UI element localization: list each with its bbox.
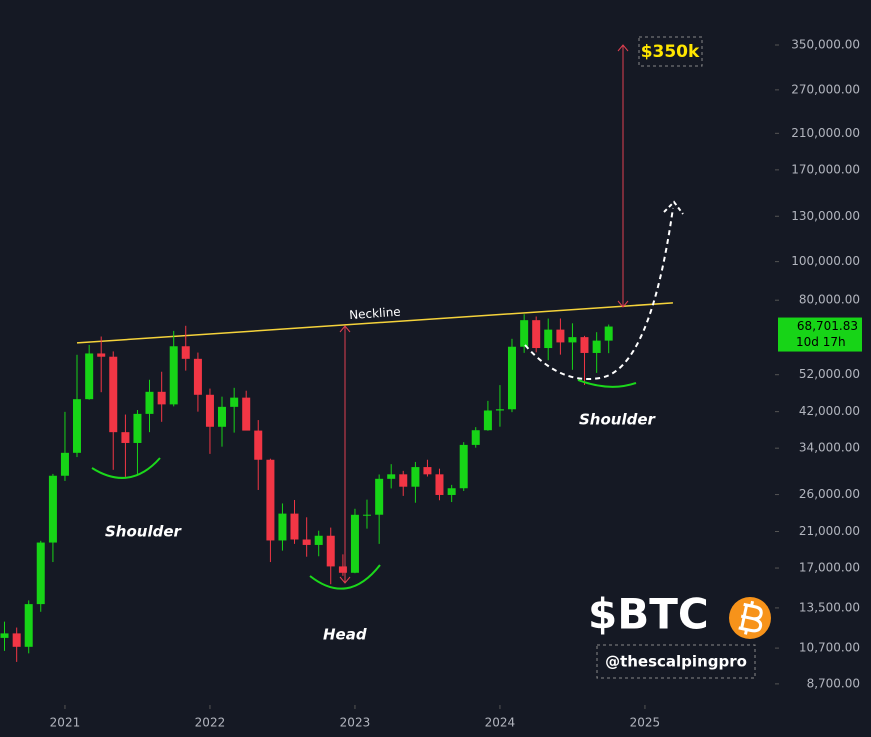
shoulder-curve [91, 457, 161, 479]
y-tick-label: 52,000.00 [799, 367, 860, 381]
candle-body [60, 452, 69, 476]
candle-body [121, 432, 130, 443]
candle-body [532, 320, 541, 349]
candle-body [556, 329, 565, 343]
annotation: Head [323, 626, 367, 644]
candle-body [399, 474, 408, 487]
y-tick-label: 8,700.00 [807, 676, 860, 690]
target-arrowheads [617, 44, 629, 308]
x-tick-label: 2023 [340, 716, 371, 730]
candle-body [592, 340, 601, 353]
y-tick-label: 210,000.00 [791, 126, 860, 140]
y-tick-label: 170,000.00 [791, 162, 860, 176]
candle-body [568, 337, 577, 343]
decorations [91, 36, 771, 679]
candle-body [290, 513, 299, 540]
target-box [638, 36, 703, 67]
y-tick-label: 42,000.00 [799, 404, 860, 418]
neckline-label: Neckline [349, 305, 401, 322]
candle-body [326, 535, 335, 567]
price-label: 68,701.83 [797, 319, 858, 333]
countdown: 10d 17h [796, 335, 846, 349]
y-tick-label: 17,000.00 [799, 561, 860, 575]
candle-body [85, 353, 94, 400]
candle-body [145, 391, 154, 414]
ticker: $BTC [588, 590, 709, 639]
candle-body [278, 513, 287, 541]
candle-body [507, 346, 516, 410]
candle-body [217, 406, 226, 427]
handle: @thescalpingpro [605, 653, 747, 671]
candle-body [520, 320, 529, 347]
candle-body [242, 397, 251, 431]
candle-body [544, 329, 553, 349]
y-tick-label: 26,000.00 [799, 487, 860, 501]
measure-arrowheads [339, 325, 351, 584]
candle-body [133, 413, 142, 443]
plot: 8,700.00 10,700.00 13,500.00 17,000.00 21,00… [0, 37, 860, 730]
candle-body [266, 459, 275, 541]
annotation: Shoulder [105, 523, 183, 541]
candle-body [459, 444, 468, 489]
candle-body [411, 467, 420, 487]
target-label: $350k [641, 42, 700, 62]
candle-body [604, 326, 613, 341]
candle-body [48, 475, 57, 543]
y-tick-label: 80,000.00 [799, 293, 860, 307]
y-tick-label: 13,500.00 [799, 600, 860, 614]
candle-body [157, 391, 166, 405]
projection-curve [524, 207, 674, 380]
candle-body [181, 346, 190, 359]
candle-body [447, 488, 456, 495]
projection-arrowhead [663, 200, 684, 215]
head-curve [309, 564, 381, 590]
y-tick-label: 34,000.00 [799, 441, 860, 455]
candle-body [580, 337, 589, 353]
y-tick-label: 350,000.00 [791, 37, 860, 51]
candle-body [483, 410, 492, 431]
price-tag [778, 317, 862, 352]
y-tick-label: 10,700.00 [799, 641, 860, 655]
candle-body [0, 633, 9, 638]
neckline [76, 302, 673, 344]
candle-body [495, 409, 504, 411]
x-tick-label: 2022 [195, 716, 226, 730]
candle-body [423, 467, 432, 475]
y-tick-label: 21,000.00 [799, 524, 860, 538]
candle-body [387, 474, 396, 479]
candle-body [375, 478, 384, 515]
candle-body [350, 514, 359, 573]
x-tick-label: 2025 [630, 716, 661, 730]
candle-body [12, 633, 21, 647]
candle-body [205, 394, 214, 427]
candle-body [24, 604, 33, 647]
y-tick-label: 130,000.00 [791, 209, 860, 223]
candle-body [193, 358, 202, 395]
candle-body [302, 539, 311, 545]
candle-body [72, 399, 81, 453]
candle-body [362, 514, 371, 516]
candle-body [471, 430, 480, 445]
x-tick-label: 2021 [50, 716, 81, 730]
x-tick-label: 2024 [485, 716, 516, 730]
candle-body [435, 474, 444, 495]
candle-body [169, 346, 178, 405]
annotation: Shoulder [579, 411, 657, 429]
candle-body [97, 353, 106, 357]
candle-body [230, 397, 239, 407]
shoulder-curve [577, 379, 637, 388]
candle-body [36, 542, 45, 605]
handle-box [596, 644, 756, 679]
y-tick-label: 270,000.00 [791, 82, 860, 96]
candle-body [338, 566, 347, 573]
candle-body [109, 356, 118, 433]
candle-body [314, 535, 323, 545]
candle-body [254, 430, 263, 460]
y-tick-label: 100,000.00 [791, 254, 860, 268]
bitcoin-symbol [738, 600, 763, 635]
